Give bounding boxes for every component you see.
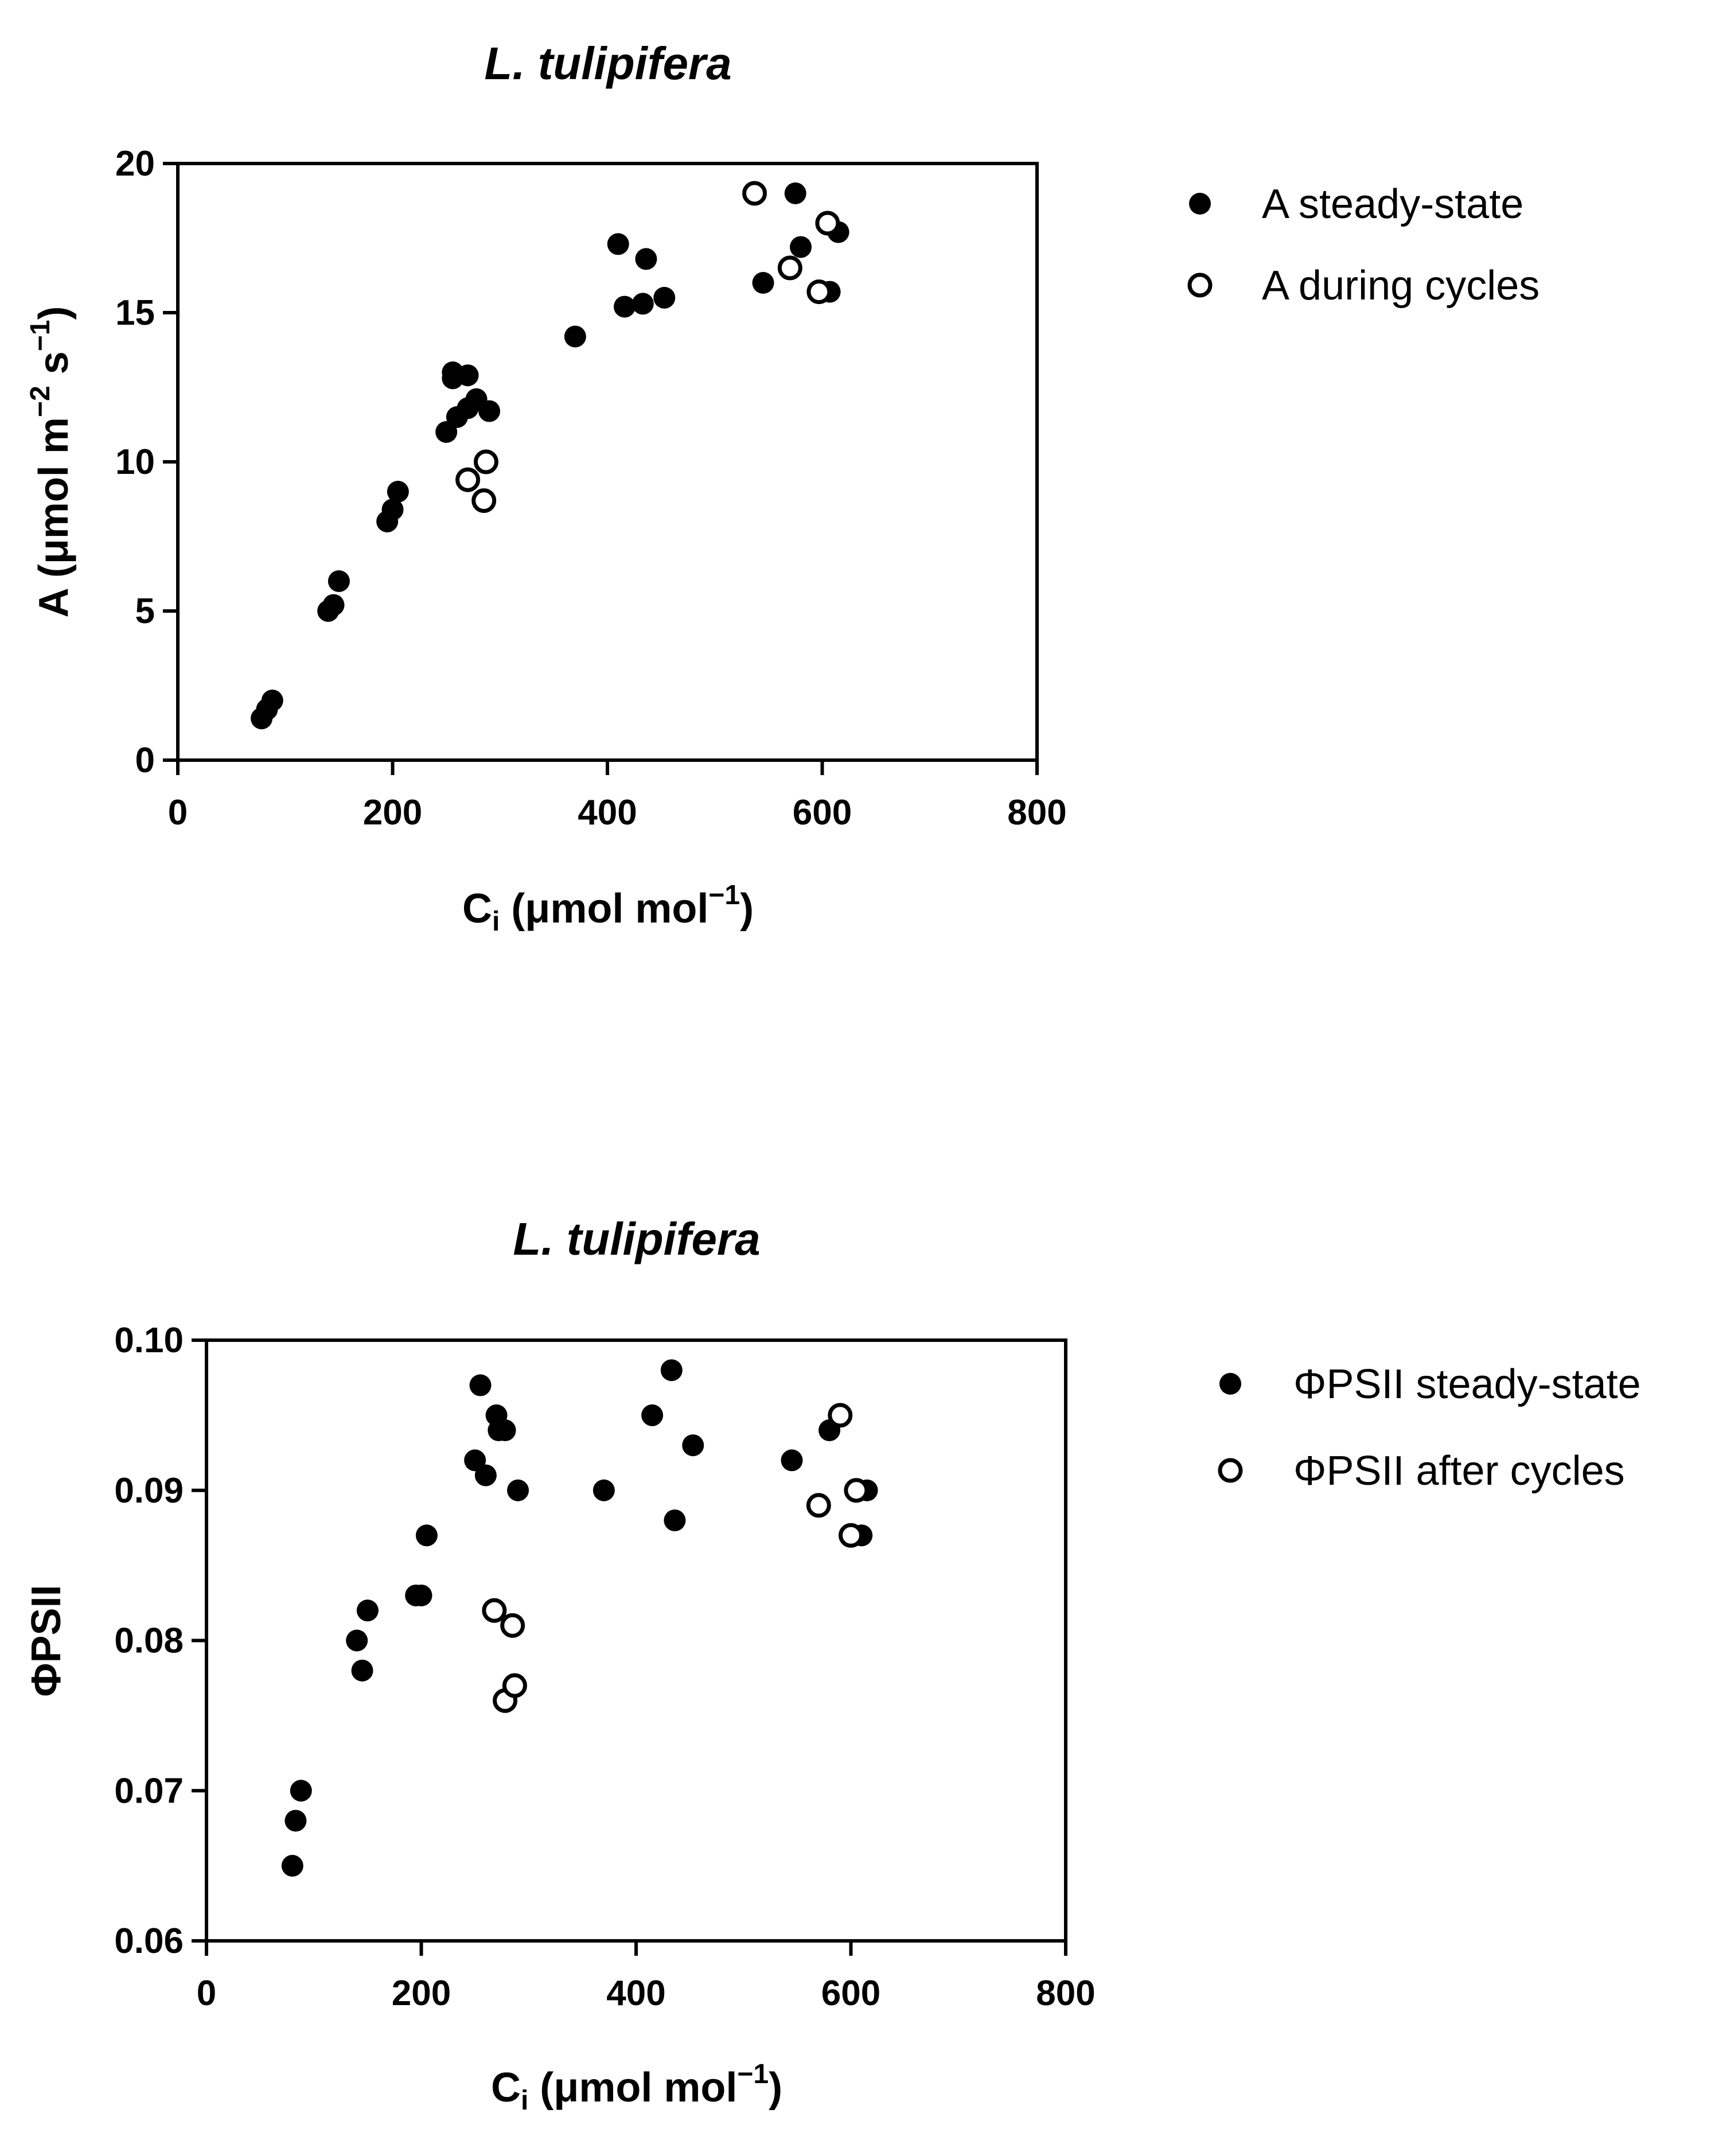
chart-a-y-tick-label: 10 [115, 442, 155, 482]
chart-a-point-steady-state [632, 293, 654, 315]
chart-a-y-axis-label: A (μmol m−2 s−1) [25, 306, 77, 618]
chart-a-point-steady-state [784, 182, 806, 204]
chart-b-y-tick-label: 0.06 [114, 1921, 184, 1961]
chart-a-y-tick-label: 5 [135, 591, 155, 631]
chart-a-point-cycles [473, 449, 498, 474]
chart-a: L. tulipifera 0 5 10 15 20 0 200 400 600 800 Ci … [25, 38, 1539, 937]
chart-b-point-cycles [500, 1613, 525, 1638]
chart-a-x-tick-label: 400 [578, 793, 637, 832]
chart-b-point-steady-state [593, 1479, 615, 1501]
chart-b-point-steady-state [410, 1584, 432, 1606]
chart-a-point-cycles [777, 255, 802, 281]
chart-b-point-steady-state [284, 1809, 307, 1832]
chart-b-point-steady-state [641, 1404, 664, 1426]
chart-b-y-tick-label: 0.07 [114, 1771, 184, 1811]
chart-a-point-cycles [471, 488, 497, 513]
chart-a-y-ticks: 0 5 10 15 20 [115, 144, 178, 780]
chart-a-point-cycles [742, 181, 767, 206]
legend-marker-filled [1219, 1373, 1241, 1395]
chart-b-point-steady-state [469, 1374, 492, 1396]
legend-marker-open [1187, 273, 1213, 298]
chart-b-point-steady-state [474, 1464, 497, 1486]
chart-b-point-steady-state [660, 1359, 683, 1381]
chart-a-x-ticks: 0 200 400 600 800 [168, 760, 1067, 832]
chart-b-point-cycles [482, 1598, 507, 1623]
chart-b-legend-label-0: ΦPSII steady-state [1293, 1361, 1641, 1407]
chart-b-y-axis-label: ΦPSII [24, 1585, 69, 1696]
chart-a-legend: A steady-state A during cycles [1187, 181, 1539, 309]
chart-b-point-steady-state [494, 1419, 516, 1442]
chart-b-points [281, 1359, 878, 1877]
chart-a-point-steady-state [790, 236, 812, 258]
chart-a-y-tick-label: 20 [115, 144, 155, 184]
chart-b-x-tick-label: 600 [821, 1974, 880, 2013]
chart-b-legend-label-1: ΦPSII after cycles [1293, 1448, 1625, 1494]
chart-b-x-ticks: 0 200 400 600 800 [197, 1941, 1096, 2013]
chart-b-point-steady-state [281, 1855, 303, 1877]
chart-b-title: L. tulipifera [513, 1213, 760, 1264]
chart-b-point-cycles [806, 1493, 831, 1518]
chart-a-points [251, 181, 849, 730]
chart-b-point-steady-state [781, 1449, 803, 1472]
chart-a-point-steady-state [564, 325, 586, 348]
chart-a-point-steady-state [381, 499, 404, 521]
chart-b-point-steady-state [346, 1629, 368, 1652]
chart-b-x-tick-label: 800 [1036, 1974, 1095, 2013]
chart-b-x-tick-label: 400 [606, 1974, 665, 2013]
chart-b-point-steady-state [415, 1524, 438, 1547]
chart-b-y-tick-label: 0.09 [114, 1471, 184, 1511]
chart-b-frame [205, 1338, 1067, 1943]
chart-a-x-tick-label: 0 [168, 793, 188, 832]
chart-b-y-tick-label: 0.08 [114, 1621, 184, 1661]
chart-a-title: L. tulipifera [484, 38, 731, 89]
chart-b-point-steady-state [464, 1449, 486, 1472]
chart-b-x-axis-label: Ci (μmol mol−1) [491, 2059, 782, 2116]
chart-b-x-tick-label: 200 [392, 1974, 451, 2013]
chart-a-point-steady-state [322, 594, 345, 616]
chart-b-point-steady-state [507, 1479, 529, 1501]
chart-a-point-cycles [455, 467, 481, 492]
chart-b-point-steady-state [682, 1434, 704, 1457]
chart-b-legend: ΦPSII steady-state ΦPSII after cycles [1218, 1361, 1641, 1494]
chart-b-point-steady-state [664, 1509, 686, 1532]
chart-a-point-steady-state [752, 272, 774, 294]
chart-a-point-cycles [806, 279, 832, 305]
chart-b-point-steady-state [290, 1780, 312, 1802]
chart-a-point-steady-state [457, 364, 479, 387]
chart-a-point-steady-state [607, 233, 629, 255]
chart-b-y-tick-label: 0.10 [114, 1321, 184, 1360]
legend-marker-filled [1189, 193, 1211, 215]
chart-a-point-cycles [815, 211, 840, 236]
chart-a-point-steady-state [635, 248, 657, 270]
chart-b-point-cycles [844, 1478, 869, 1503]
chart-a-point-steady-state [328, 570, 350, 592]
chart-a-point-steady-state [478, 400, 501, 422]
legend-marker-open [1218, 1458, 1243, 1483]
chart-a-x-tick-label: 200 [363, 793, 422, 832]
chart-b-x-tick-label: 0 [197, 1974, 216, 2013]
chart-a-point-steady-state [613, 295, 636, 318]
chart-b-point-cycles [502, 1673, 527, 1698]
chart-a-point-steady-state [261, 690, 283, 711]
chart-a-x-tick-label: 600 [793, 793, 852, 832]
chart-a-x-tick-label: 800 [1007, 793, 1066, 832]
chart-a-point-steady-state [387, 481, 409, 503]
chart-a-legend-label-1: A during cycles [1262, 263, 1539, 309]
chart-a-frame [176, 162, 1039, 762]
chart-a-point-steady-state [653, 287, 676, 309]
chart-b-point-cycles [839, 1523, 863, 1548]
chart-b-point-steady-state [351, 1659, 373, 1682]
chart-b-point-steady-state [356, 1600, 379, 1622]
chart-a-legend-label-0: A steady-state [1262, 181, 1523, 227]
chart-b-y-ticks: 0.06 0.07 0.08 0.09 0.10 [114, 1321, 206, 1961]
chart-b-point-cycles [828, 1403, 853, 1428]
chart-a-x-axis-label: Ci (μmol mol−1) [462, 880, 754, 937]
chart-b: L. tulipifera 0.06 0.07 0.08 0.09 0.10 0 200 4… [24, 1213, 1641, 2116]
chart-a-y-tick-label: 15 [115, 293, 155, 333]
chart-a-y-tick-label: 0 [135, 741, 155, 780]
